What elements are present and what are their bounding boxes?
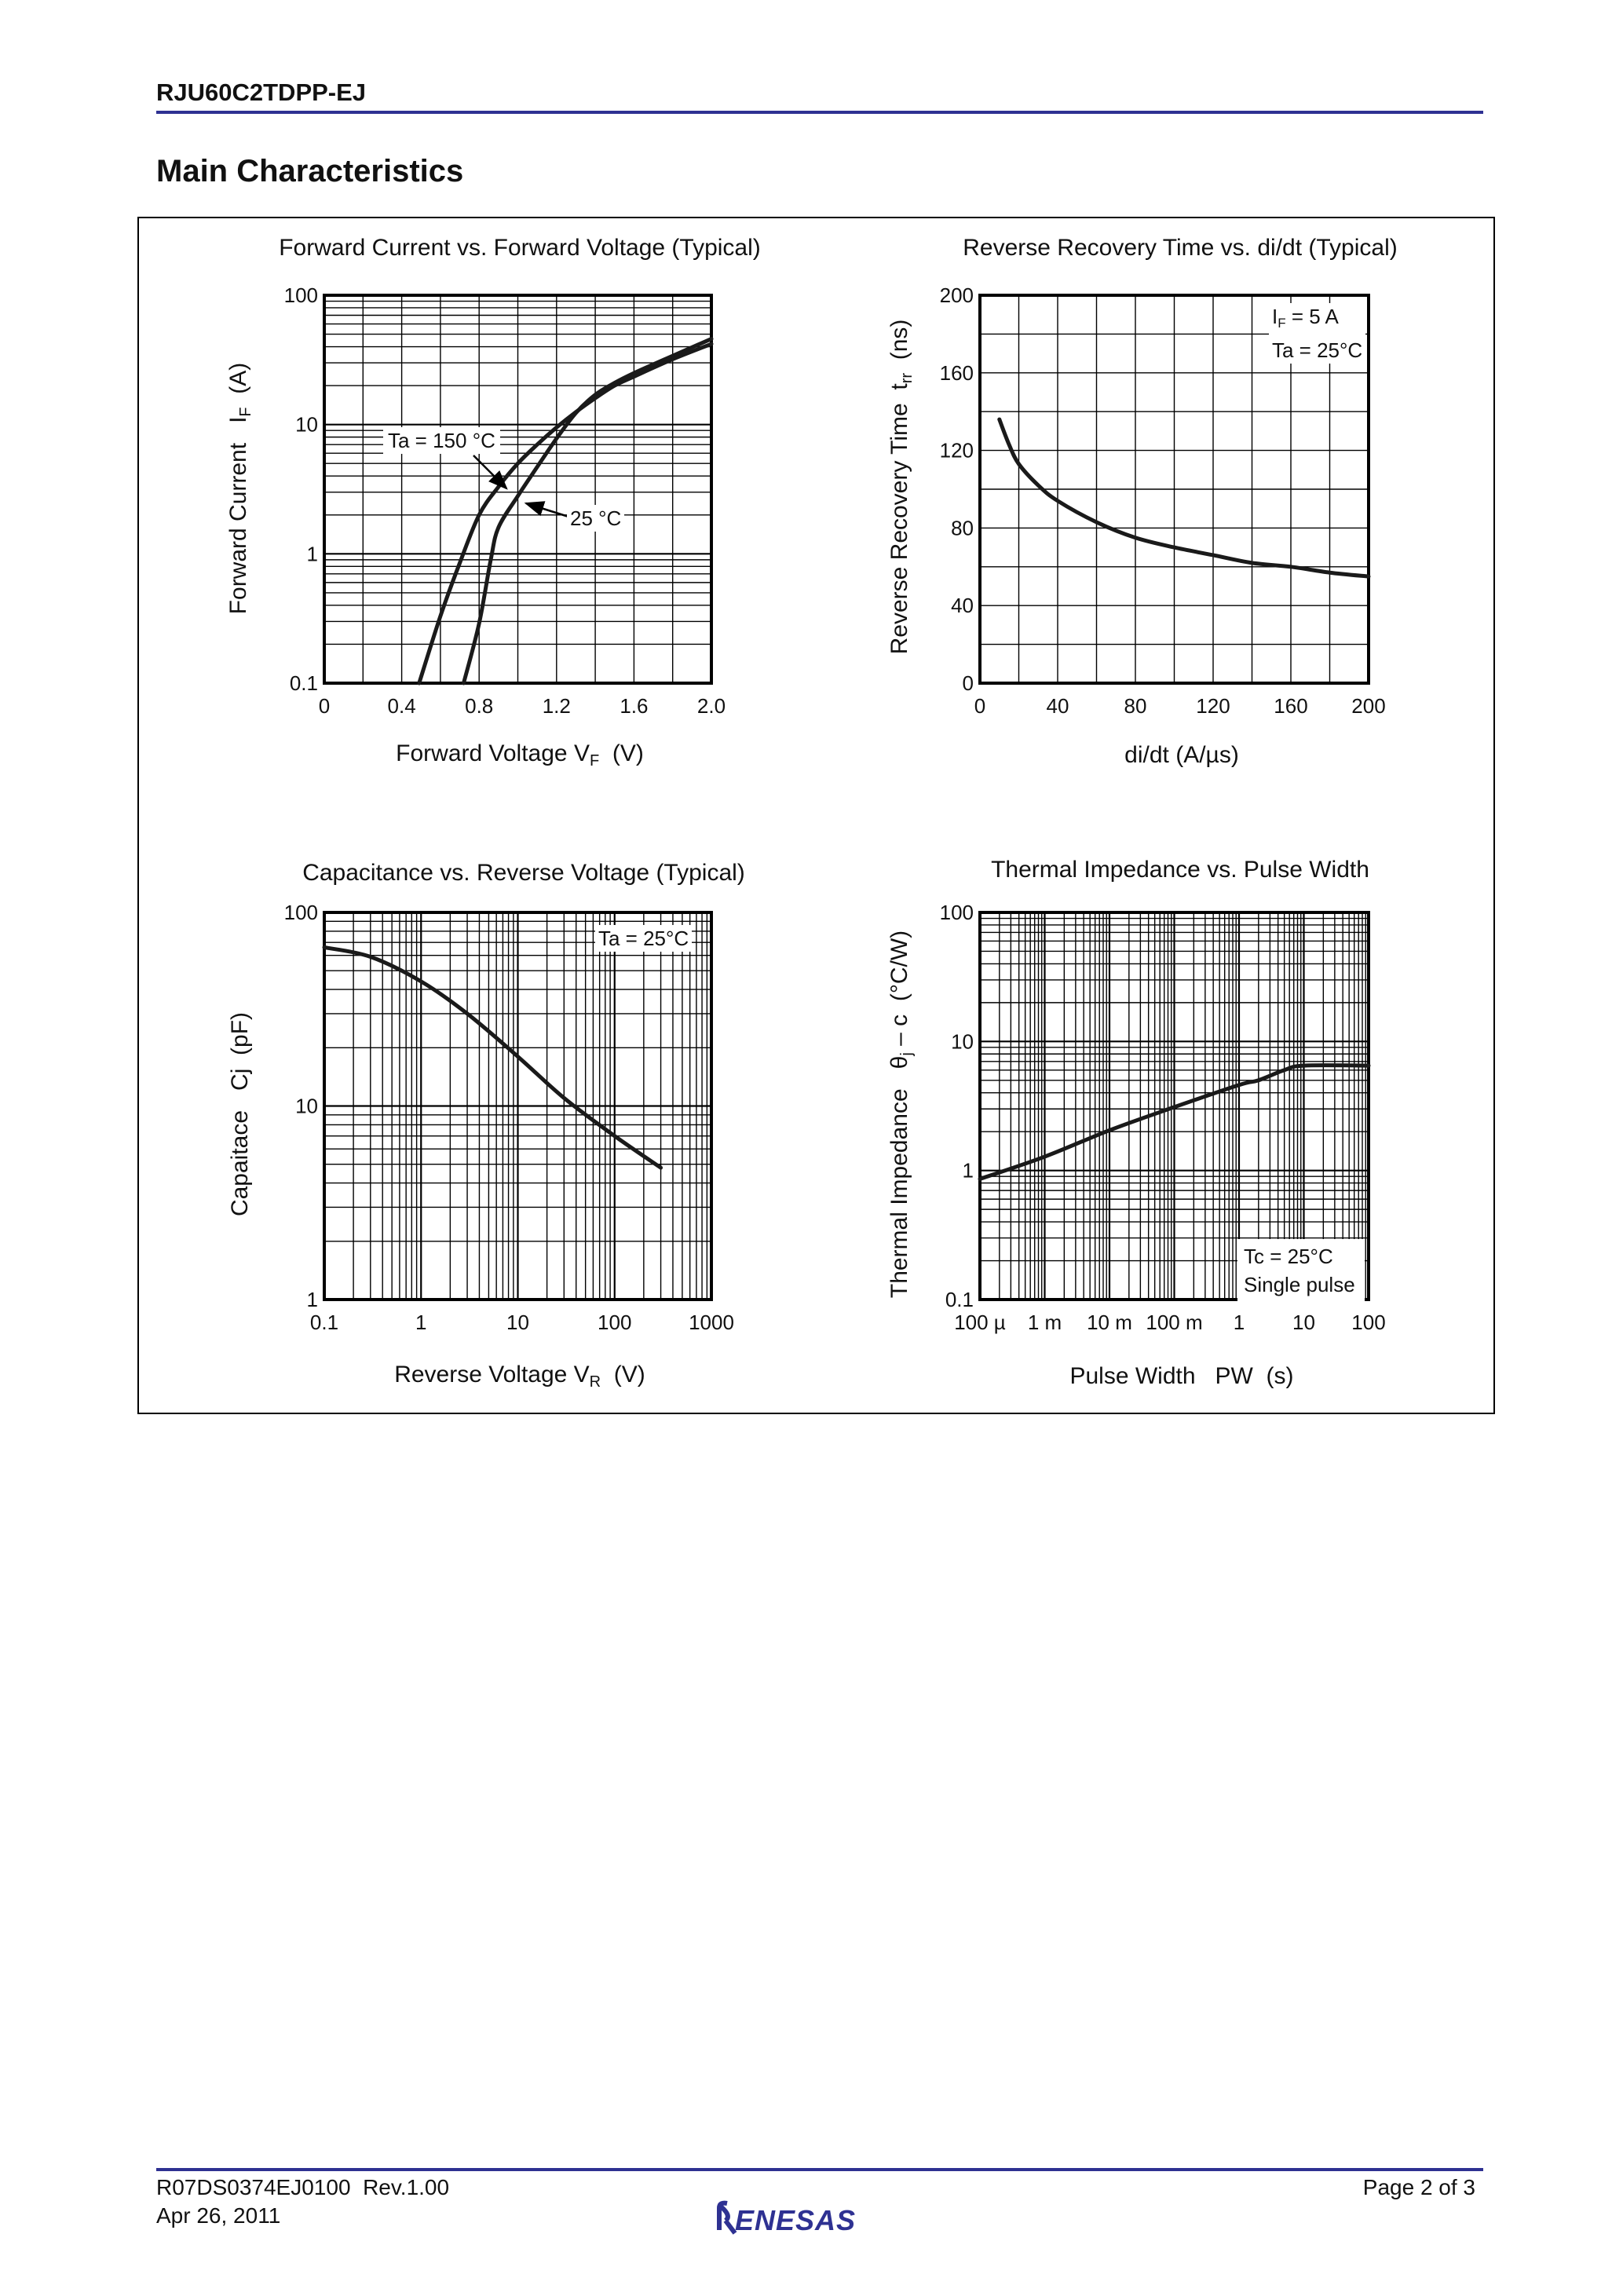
y-tick-label: 1 xyxy=(963,1159,974,1183)
x-tick-label: 0.4 xyxy=(388,694,416,718)
x-axis-label-text: di/dt (A/µs) xyxy=(1124,742,1239,768)
x-axis-label-sub: R xyxy=(589,1373,601,1391)
x-tick-label: 40 xyxy=(1047,694,1069,718)
x-tick-label: 1 xyxy=(415,1311,426,1334)
x-axis-label-text: Pulse Width PW (s) xyxy=(1069,1363,1294,1389)
chart-4: 100 µ 1 m 10 m 100 m 1 10 100 0.1 1 10 100 xyxy=(940,901,1386,1334)
plot-frame xyxy=(978,911,1370,1301)
y-tick-label: 120 xyxy=(940,439,974,462)
y-tick-label: 200 xyxy=(940,283,974,307)
renesas-logo: ENESAS xyxy=(715,2199,919,2242)
document-date: Apr 26, 2011 xyxy=(156,2203,281,2228)
chart-title-forward-current: Forward Current vs. Forward Voltage (Typ… xyxy=(279,235,761,261)
y-tick-label: 1 xyxy=(307,542,318,565)
plot-frame xyxy=(978,294,1370,685)
x-tick-label: 10 xyxy=(506,1311,529,1334)
x-tick-label: 100 xyxy=(598,1311,631,1334)
y-tick-label: 10 xyxy=(951,1029,974,1053)
y-tick-label: 100 xyxy=(940,901,974,924)
x-tick-label: 1 xyxy=(1234,1311,1245,1334)
chart-title-thermal-impedance: Thermal Impedance vs. Pulse Width xyxy=(991,857,1369,883)
annotation-tc: Tc = 25°C xyxy=(1244,1245,1333,1268)
series-line-1 xyxy=(997,417,1371,579)
x-tick-label: 160 xyxy=(1274,694,1307,718)
charts-frame xyxy=(137,217,1495,1414)
y-tick-label: 100 xyxy=(284,901,318,924)
section-title: Main Characteristics xyxy=(156,154,464,188)
x-tick-label: 1 m xyxy=(1028,1311,1062,1334)
svg-text:ENESAS: ENESAS xyxy=(735,2204,856,2236)
y-tick-label: 1 xyxy=(307,1288,318,1311)
y-tick-label: 160 xyxy=(940,361,974,385)
chart-title-capacitance: Capacitance vs. Reverse Voltage (Typical… xyxy=(302,860,745,886)
document-number: R07DS0374EJ0100 Rev.1.00 xyxy=(156,2175,450,2199)
x-axis-label-sub: F xyxy=(589,752,600,770)
annotation-conditions: IF = 5 A Ta = 25°C xyxy=(1269,303,1366,364)
x-axis-label: Reverse Voltage VR (V) xyxy=(394,1362,645,1391)
renesas-logo-icon: ENESAS xyxy=(717,2200,856,2236)
y-tick-label: 0 xyxy=(963,671,974,695)
x-tick-label: 0.1 xyxy=(310,1311,338,1334)
x-tick-label: 100 m xyxy=(1146,1311,1202,1334)
header-rule xyxy=(156,111,1483,114)
x-tick-label: 1.2 xyxy=(543,694,571,718)
annotation-single-pulse: Single pulse xyxy=(1244,1273,1355,1296)
x-tick-label: 2.0 xyxy=(697,694,726,718)
x-axis-label-unit: (V) xyxy=(601,1362,645,1387)
x-axis-label: Pulse Width PW (s) xyxy=(1069,1363,1293,1390)
x-tick-label: 0 xyxy=(319,694,330,718)
chart-2: 0 40 80 120 160 200 0 40 80 120 160 200 xyxy=(940,283,1386,718)
x-axis-label-unit: (V) xyxy=(599,740,644,766)
series-line-1 xyxy=(322,945,663,1170)
series-line-2 xyxy=(461,337,714,686)
y-tick-label: 0.1 xyxy=(290,671,318,695)
footer-rule xyxy=(156,2168,1483,2171)
y-tick-label: 80 xyxy=(951,516,974,539)
annotation-sub: F xyxy=(1278,316,1286,331)
x-axis-label: Forward Voltage VF (V) xyxy=(396,740,644,770)
plot-frame xyxy=(323,911,713,1301)
y-tick-label: 10 xyxy=(295,1095,318,1118)
annotation-if: IF = 5 A xyxy=(1272,303,1362,337)
annotation-text: I xyxy=(1272,305,1278,328)
arrow-25c xyxy=(524,501,569,518)
annotation-text: = 5 A xyxy=(1285,305,1339,328)
x-tick-label: 80 xyxy=(1124,694,1147,718)
x-axis-label-text: Forward Voltage V xyxy=(396,740,590,766)
annotation-ta: Ta = 25°C xyxy=(595,925,693,952)
annotation-ta: Ta = 25°C xyxy=(1272,338,1363,362)
x-tick-label: 200 xyxy=(1351,694,1385,718)
annotation-conditions: Tc = 25°C Single pulse xyxy=(1237,1239,1365,1302)
chart-1: 0 0.4 0.8 1.2 1.6 2.0 0.1 1 10 100 xyxy=(284,283,726,718)
x-tick-label: 0.8 xyxy=(465,694,493,718)
page-number: Page 2 of 3 xyxy=(1362,2175,1475,2199)
x-tick-label: 10 xyxy=(1292,1311,1315,1334)
x-tick-label: 1000 xyxy=(689,1311,734,1334)
y-tick-label: 0.1 xyxy=(945,1288,974,1311)
y-tick-label: 40 xyxy=(951,594,974,617)
x-tick-label: 100 µ xyxy=(954,1311,1006,1334)
x-tick-label: 0 xyxy=(974,694,985,718)
series-line-1 xyxy=(978,1063,1371,1181)
document-id: RJU60C2TDPP-EJ xyxy=(156,79,367,106)
x-axis-label-text: Reverse Voltage V xyxy=(394,1362,590,1387)
y-tick-label: 100 xyxy=(284,283,318,307)
annotation-ta-150: Ta = 150 °C xyxy=(383,427,500,454)
annotation-25c: 25 °C xyxy=(567,505,625,532)
x-axis-label: di/dt (A/µs) xyxy=(1124,742,1239,769)
x-tick-label: 120 xyxy=(1196,694,1230,718)
x-tick-label: 100 xyxy=(1351,1311,1385,1334)
x-tick-label: 1.6 xyxy=(620,694,648,718)
x-tick-label: 10 m xyxy=(1087,1311,1132,1334)
plot-frame xyxy=(323,294,713,685)
series-line-1 xyxy=(417,342,714,686)
y-tick-label: 10 xyxy=(295,413,318,437)
arrow-ta-150 xyxy=(473,455,508,490)
chart-title-reverse-recovery: Reverse Recovery Time vs. di/dt (Typical… xyxy=(963,235,1398,261)
